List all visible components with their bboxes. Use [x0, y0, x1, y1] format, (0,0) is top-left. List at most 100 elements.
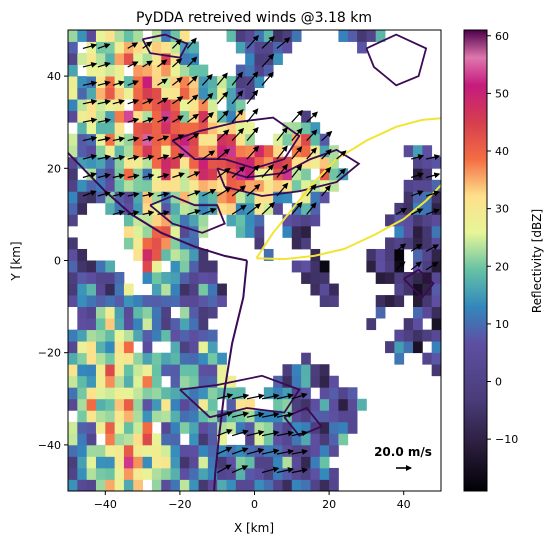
reflectivity-cell [151, 110, 162, 123]
reflectivity-cell [235, 191, 246, 204]
wind-arrow [97, 99, 112, 106]
reflectivity-cell [114, 306, 125, 319]
reflectivity-cell [338, 410, 349, 423]
reflectivity-cell [198, 214, 209, 227]
reflectivity-cell [105, 375, 116, 388]
reflectivity-cell [123, 306, 134, 319]
reflectivity-cell [170, 122, 181, 135]
reflectivity-cell [123, 179, 134, 192]
wind-arrow [231, 185, 247, 197]
reflectivity-cell [319, 410, 330, 423]
reflectivity-cell [291, 260, 302, 273]
quiver-key-label: 20.0 m/s [374, 445, 432, 459]
reflectivity-cell [95, 168, 106, 181]
reflectivity-cell [394, 272, 405, 284]
reflectivity-cell [77, 156, 88, 169]
wind-arrow [246, 447, 265, 455]
reflectivity-cell [114, 110, 125, 123]
reflectivity-cell [114, 467, 125, 480]
reflectivity-cell [357, 30, 367, 42]
reflectivity-cell [189, 248, 199, 261]
reflectivity-cell [114, 329, 125, 342]
wind-arrow [82, 190, 97, 197]
reflectivity-cell [86, 398, 97, 411]
reflectivity-cell [161, 168, 171, 181]
reflectivity-cell [133, 444, 143, 457]
reflectivity-cell [431, 225, 441, 238]
reflectivity-cell [114, 30, 125, 42]
reflectivity-cell [123, 283, 134, 296]
reflectivity-cell [86, 410, 97, 423]
reflectivity-cell [161, 41, 171, 54]
reflectivity-cell [422, 237, 433, 250]
reflectivity-cell [123, 433, 134, 446]
reflectivity-cell [189, 467, 199, 480]
reflectivity-cell [170, 76, 181, 89]
reflectivity-cell [310, 214, 321, 227]
reflectivity-cell [151, 283, 162, 296]
quiver-key: 20.0 m/s [374, 445, 432, 471]
reflectivity-cell [142, 444, 153, 457]
reflectivity-cell [151, 248, 162, 261]
reflectivity-cell [123, 318, 134, 331]
reflectivity-cell [347, 30, 358, 42]
reflectivity-cell [422, 260, 433, 273]
reflectivity-cell [142, 352, 153, 365]
reflectivity-cell [217, 375, 227, 388]
wind-arrow [306, 111, 318, 123]
reflectivity-cell [114, 318, 125, 331]
reflectivity-cell [123, 467, 134, 480]
reflectivity-cell [161, 145, 171, 158]
colorbar-gradient [463, 29, 488, 492]
reflectivity-contour [179, 374, 301, 419]
reflectivity-cell [226, 398, 237, 411]
reflectivity-cell [254, 41, 265, 54]
reflectivity-cell [68, 329, 78, 342]
reflectivity-cell [329, 410, 339, 423]
reflectivity-cell [95, 479, 106, 491]
reflectivity-cell [142, 329, 153, 342]
reflectivity-cell [86, 272, 97, 284]
reflectivity-cell [68, 456, 78, 469]
reflectivity-cell [86, 352, 97, 365]
reflectivity-cell [105, 191, 116, 204]
reflectivity-cell [189, 179, 199, 192]
reflectivity-cell [282, 421, 293, 434]
reflectivity-cell [161, 295, 171, 307]
reflectivity-cell [263, 41, 274, 54]
reflectivity-cell [142, 306, 153, 319]
reflectivity-cell [235, 456, 246, 469]
reflectivity-cell [301, 456, 311, 469]
wind-arrow [410, 208, 424, 215]
purple-lobe-upper [68, 151, 248, 262]
reflectivity-cell [245, 433, 255, 446]
chart-title: PyDDA retreived winds @3.18 km [136, 10, 372, 26]
wind-arrow [97, 61, 111, 68]
wind-arrow [216, 148, 231, 160]
reflectivity-cell [142, 248, 153, 261]
reflectivity-cell [198, 272, 209, 284]
reflectivity-cell [422, 179, 433, 192]
reflectivity-cell [291, 479, 302, 491]
reflectivity-cell [189, 64, 199, 77]
reflectivity-cell [77, 179, 88, 192]
reflectivity-cell [68, 133, 78, 146]
reflectivity-cell [68, 99, 78, 112]
reflectivity-contour [403, 268, 435, 299]
reflectivity-cell [105, 318, 116, 331]
reflectivity-cell [226, 387, 237, 400]
reflectivity-cell [77, 329, 88, 342]
reflectivity-cell [226, 87, 237, 100]
wind-arrow [411, 154, 425, 160]
reflectivity-cell [422, 352, 433, 365]
reflectivity-cell [170, 179, 181, 192]
reflectivity-cell [226, 421, 237, 434]
reflectivity-cell [68, 64, 78, 77]
reflectivity-cell [263, 421, 274, 434]
reflectivity-cell [170, 145, 181, 158]
reflectivity-cell [179, 156, 190, 169]
reflectivity-cell [338, 433, 349, 446]
reflectivity-cell [329, 421, 339, 434]
reflectivity-cell [413, 306, 423, 319]
reflectivity-cell [394, 225, 405, 238]
